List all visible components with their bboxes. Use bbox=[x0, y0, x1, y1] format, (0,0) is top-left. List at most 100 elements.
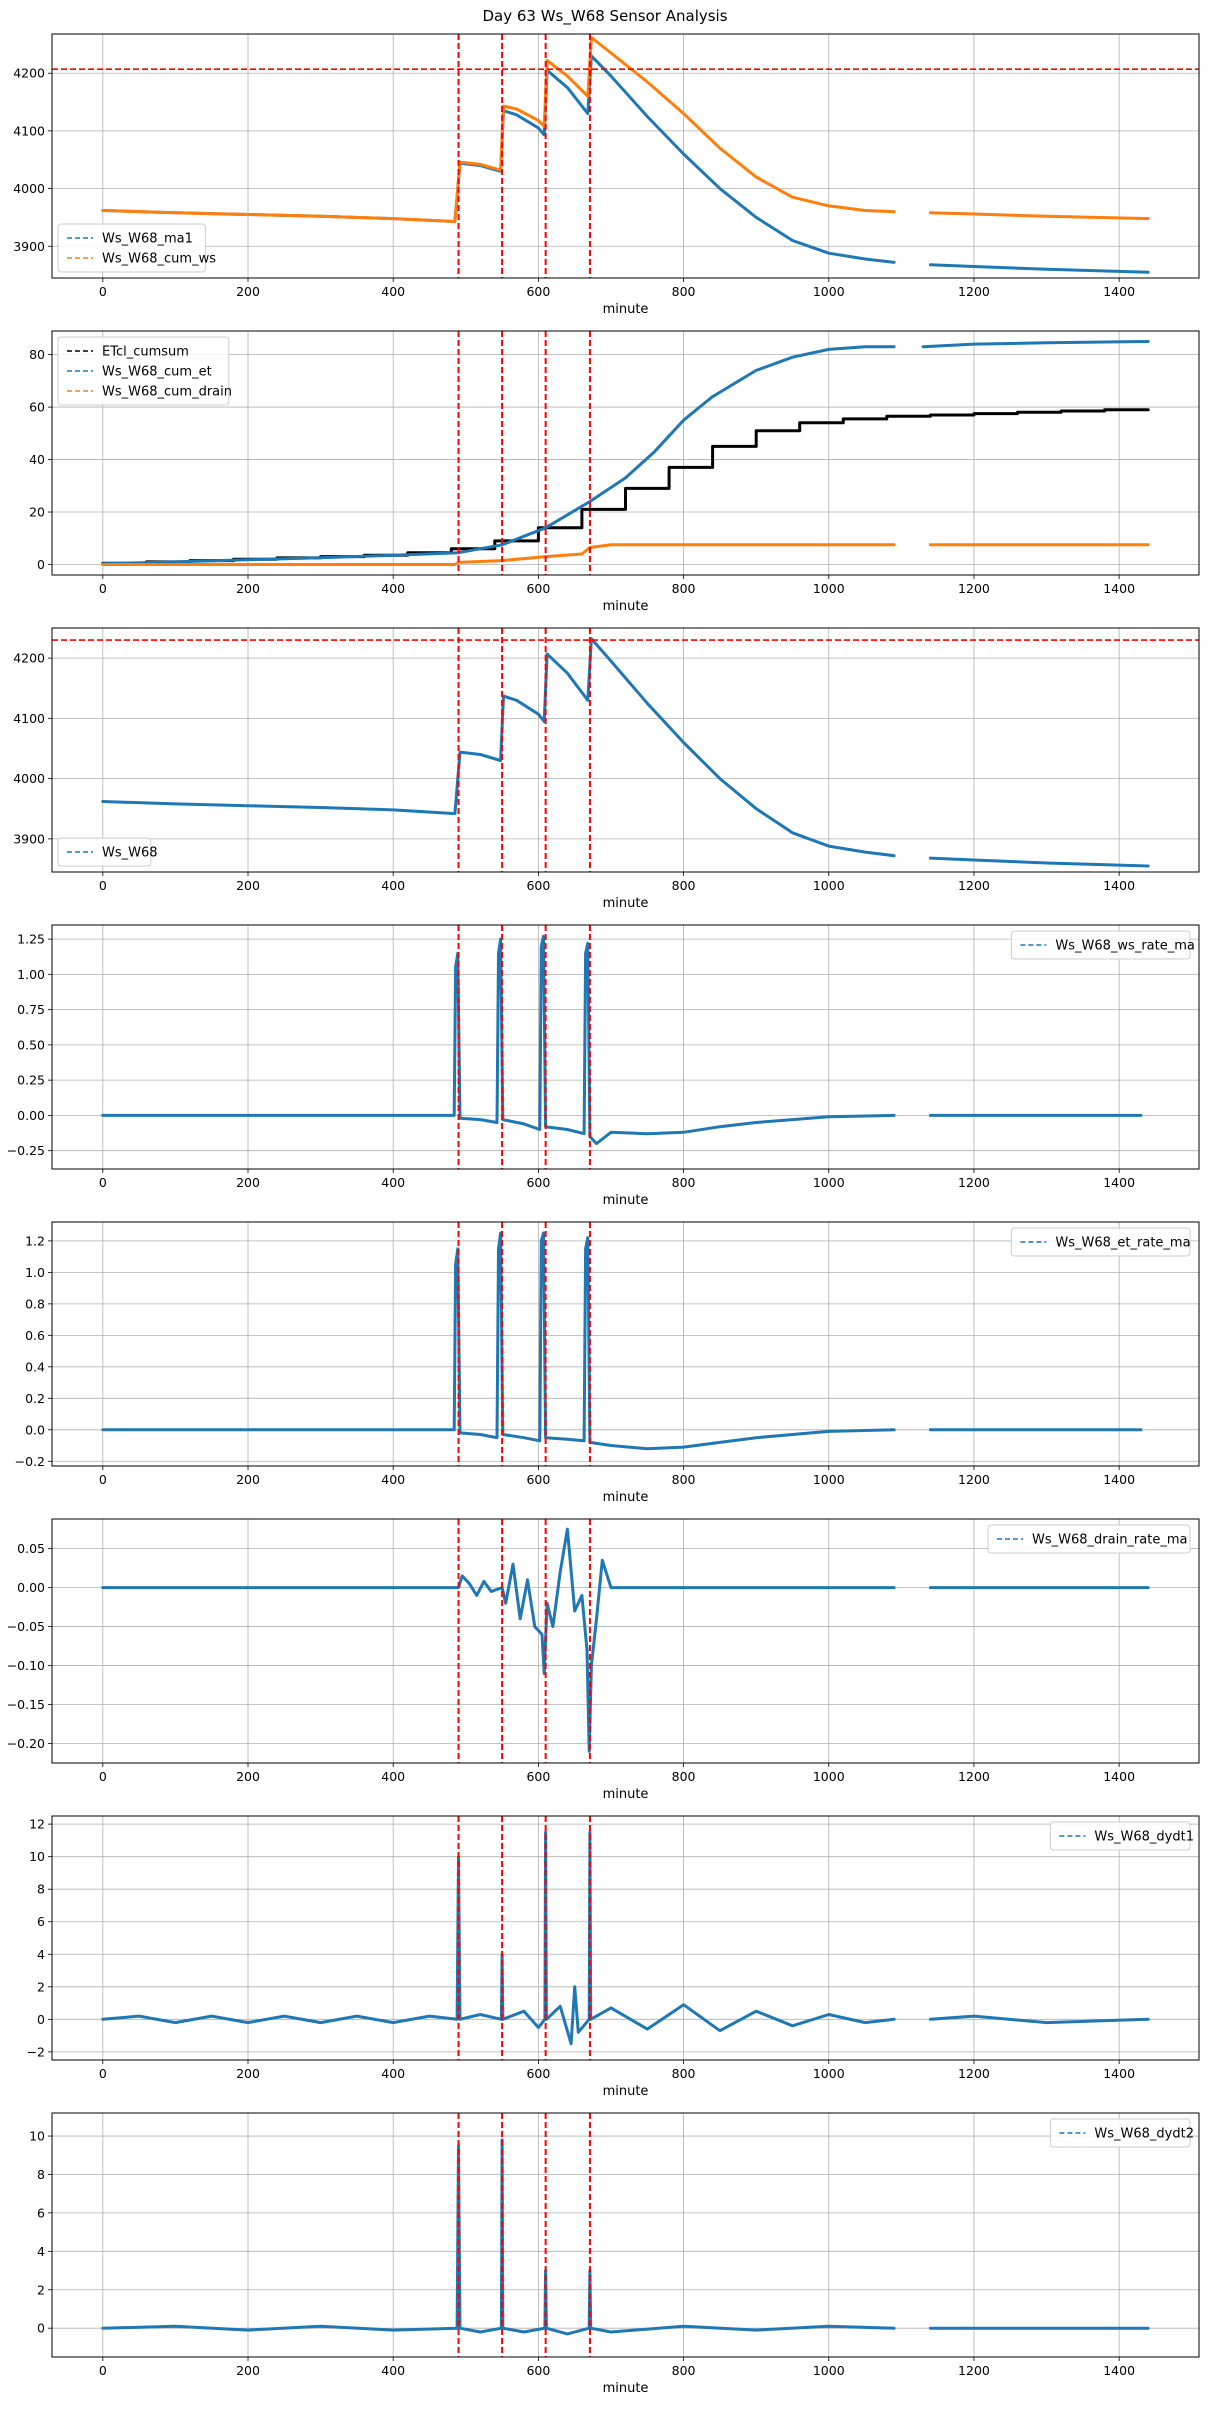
x-tick-label: 1000 bbox=[813, 878, 845, 893]
x-tick-label: 200 bbox=[236, 284, 260, 299]
legend-label: Ws_W68_ws_rate_ma bbox=[1055, 939, 1194, 954]
x-tick-label: 400 bbox=[381, 2363, 405, 2378]
legend: Ws_W68_ws_rate_ma bbox=[1010, 930, 1195, 960]
panels: 0 200 400 600 800 1000 1200 1400390040004100420… bbox=[7, 33, 1200, 2396]
x-axis-label: minute bbox=[603, 1787, 649, 1802]
y-tick-label: 0 bbox=[37, 2012, 45, 2027]
x-tick-label: 800 bbox=[672, 2066, 696, 2081]
legend-label: Ws_W68_cum_drain bbox=[102, 385, 232, 400]
x-tick-label: 1200 bbox=[958, 1175, 990, 1190]
y-tick-label: 4200 bbox=[13, 66, 45, 81]
x-tick-label: 200 bbox=[236, 2066, 260, 2081]
x-tick-label: 200 bbox=[236, 2363, 260, 2378]
x-tick-label: 0 bbox=[99, 581, 107, 596]
y-tick-label: −0.2 bbox=[15, 1454, 45, 1469]
x-tick-label: 600 bbox=[526, 878, 550, 893]
x-tick-label: 600 bbox=[526, 1175, 550, 1190]
plot-area bbox=[101, 1519, 1150, 1763]
x-tick-label: 1000 bbox=[813, 1769, 845, 1784]
x-tick-label: 0 bbox=[99, 878, 107, 893]
series-line-Ws_W68_dydt1 bbox=[101, 1830, 896, 2046]
axes-frame bbox=[51, 1518, 1200, 1764]
legend: Ws_W68_ma1 Ws_W68_cum_ws bbox=[57, 223, 216, 273]
y-tick-label: 0 bbox=[37, 557, 45, 572]
legend: Ws_W68_drain_rate_ma bbox=[987, 1524, 1191, 1554]
plot-area bbox=[101, 331, 1150, 575]
legend-box bbox=[1010, 1227, 1191, 1257]
x-tick-label: 1000 bbox=[813, 284, 845, 299]
legend-label: Ws_W68_cum_ws bbox=[102, 252, 216, 267]
axes-frame bbox=[51, 1815, 1200, 2061]
y-tick-label: 8 bbox=[37, 1882, 45, 1897]
series-line-Ws_W68_drain_rate_ma bbox=[101, 1527, 896, 1753]
x-tick-label: 600 bbox=[526, 284, 550, 299]
x-tick-label: 400 bbox=[381, 1769, 405, 1784]
legend-label: Ws_W68_dydt1 bbox=[1094, 1830, 1194, 1845]
y-tick-label: −0.10 bbox=[7, 1658, 45, 1673]
x-tick-label: 1000 bbox=[813, 1472, 845, 1487]
panel-4: 0 200 400 600 800 1000 1200 1400 −0.25 0.00 0.25 0.… bbox=[7, 924, 1200, 1208]
x-tick-label: 800 bbox=[672, 1175, 696, 1190]
x-tick-label: 600 bbox=[526, 1472, 550, 1487]
x-tick-label: 400 bbox=[381, 1472, 405, 1487]
y-tick-label: 4000 bbox=[13, 181, 45, 196]
y-tick-label: 0.0 bbox=[25, 1422, 45, 1437]
axes-frame bbox=[51, 1221, 1200, 1467]
legend-label: Ws_W68 bbox=[102, 846, 158, 861]
y-tick-label: −0.25 bbox=[7, 1143, 45, 1158]
y-tick-label: −0.15 bbox=[7, 1697, 45, 1712]
series-line-Ws_W68 bbox=[928, 856, 1150, 868]
legend: Ws_W68_dydt1 bbox=[1049, 1821, 1194, 1851]
y-tick-label: 1.2 bbox=[25, 1233, 45, 1248]
y-tick-label: 0.00 bbox=[17, 1108, 45, 1123]
y-tick-label: 0.00 bbox=[17, 1580, 45, 1595]
x-tick-label: 1400 bbox=[1103, 581, 1135, 596]
plot-area bbox=[101, 925, 1143, 1169]
y-tick-label: 6 bbox=[37, 2205, 45, 2220]
legend-label: Ws_W68_drain_rate_ma bbox=[1032, 1533, 1187, 1548]
y-tick-label: 4 bbox=[37, 2244, 45, 2259]
axes-frame bbox=[51, 627, 1200, 873]
legend: Ws_W68_dydt2 bbox=[1049, 2118, 1194, 2148]
panel-8: 0 200 400 600 800 1000 1200 1400 0 2 4 6 8 10 minute Ws… bbox=[29, 2112, 1200, 2396]
legend-box bbox=[1010, 930, 1191, 960]
y-tick-label: 0.05 bbox=[17, 1541, 45, 1556]
y-tick-label: 12 bbox=[29, 1817, 45, 1832]
x-tick-label: 200 bbox=[236, 1175, 260, 1190]
y-tick-label: 4100 bbox=[13, 123, 45, 138]
y-tick-label: 0 bbox=[37, 2321, 45, 2336]
axes-frame bbox=[51, 33, 1200, 279]
x-tick-label: 1400 bbox=[1103, 878, 1135, 893]
plot-area bbox=[101, 1222, 1143, 1466]
y-tick-label: 8 bbox=[37, 2167, 45, 2182]
x-tick-label: 800 bbox=[672, 2363, 696, 2378]
figure-title: Day 63 Ws_W68 Sensor Analysis bbox=[482, 7, 727, 26]
y-tick-label: 0.2 bbox=[25, 1391, 45, 1406]
legend: Ws_W68_et_rate_ma bbox=[1010, 1227, 1191, 1257]
series-line-Ws_W68_dydt1 bbox=[928, 2014, 1150, 2025]
x-tick-label: 1000 bbox=[813, 2066, 845, 2081]
x-tick-label: 1000 bbox=[813, 581, 845, 596]
series-line-Ws_W68_cum_ws bbox=[928, 211, 1150, 221]
panel-2: 0 200 400 600 800 1000 1200 1400 0 20 40 60 80 minute… bbox=[29, 330, 1200, 614]
plot-area bbox=[101, 1816, 1150, 2060]
series-line-Ws_W68_ma1 bbox=[928, 263, 1150, 274]
x-tick-label: 800 bbox=[672, 284, 696, 299]
panel-5: 0 200 400 600 800 1000 1200 1400 −0.2 0.0 0.2 0.4 0.… bbox=[15, 1221, 1200, 1505]
x-tick-label: 1200 bbox=[958, 1769, 990, 1784]
x-tick-label: 800 bbox=[672, 878, 696, 893]
y-tick-label: 60 bbox=[29, 400, 45, 415]
x-tick-label: 600 bbox=[526, 1769, 550, 1784]
legend-label: Ws_W68_cum_et bbox=[102, 365, 212, 380]
panel-7: 0 200 400 600 800 1000 1200 1400 −2 0 2 4 6 8 10 12 minu… bbox=[27, 1815, 1200, 2099]
y-tick-label: 0.8 bbox=[25, 1296, 45, 1311]
y-tick-label: 1.00 bbox=[17, 967, 45, 982]
x-tick-label: 0 bbox=[99, 284, 107, 299]
legend: ETcl_cumsum Ws_W68_cum_et Ws_W68_cum_drain bbox=[57, 336, 232, 406]
series-line-Ws_W68_et_rate_ma bbox=[101, 1231, 896, 1451]
y-tick-label: 4 bbox=[37, 1947, 45, 1962]
y-tick-label: 0.6 bbox=[25, 1328, 45, 1343]
panel-6: 0 200 400 600 800 1000 1200 1400 −0.20 −0.15 −0.10… bbox=[7, 1518, 1200, 1802]
legend-label: Ws_W68_ma1 bbox=[102, 232, 193, 247]
x-tick-label: 0 bbox=[99, 2066, 107, 2081]
